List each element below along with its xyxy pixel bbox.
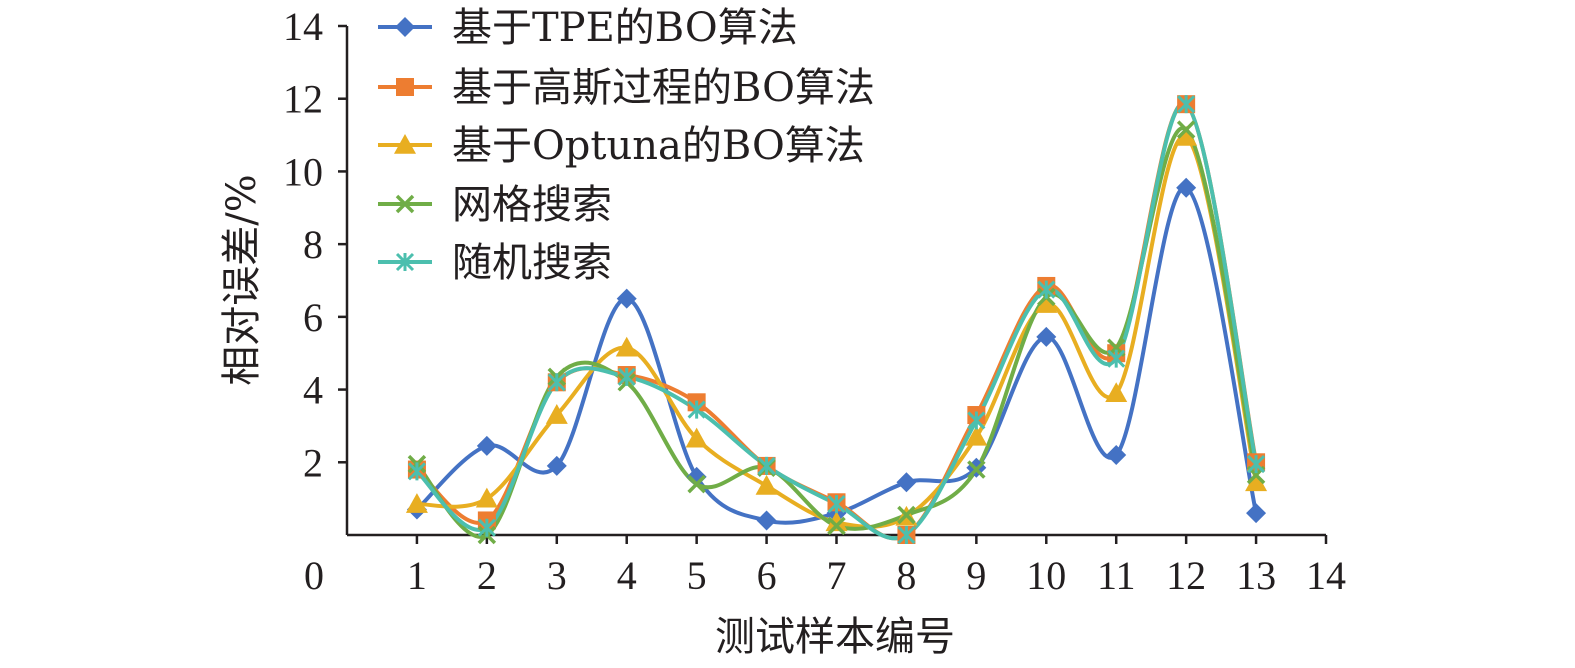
x-tick-label: 8 xyxy=(896,553,916,598)
data-point xyxy=(1246,503,1267,524)
data-point xyxy=(757,456,776,475)
data-point xyxy=(1177,95,1196,114)
legend-label: 基于Optuna的BO算法 xyxy=(452,123,865,169)
legend-item-5: 随机搜索 xyxy=(378,240,612,286)
y-tick-label: 6 xyxy=(303,295,323,340)
data-point xyxy=(897,505,916,525)
x-tick-label: 13 xyxy=(1236,553,1276,598)
data-point xyxy=(755,474,778,495)
series-line-1 xyxy=(414,185,1259,525)
y-tick-label: 2 xyxy=(303,440,323,485)
x-tick-label: 11 xyxy=(1097,553,1136,598)
data-point xyxy=(1175,125,1198,146)
x-tick-label: 12 xyxy=(1166,553,1206,598)
x-tick-label: 2 xyxy=(477,553,497,598)
legend-item-3: 基于Optuna的BO算法 xyxy=(378,123,865,169)
legend-marker xyxy=(394,134,416,154)
data-point xyxy=(1035,293,1058,313)
data-point xyxy=(1036,326,1057,347)
data-point xyxy=(615,336,638,357)
data-point xyxy=(827,516,846,536)
data-point xyxy=(1245,471,1268,492)
data-point xyxy=(545,404,568,424)
data-point xyxy=(1176,120,1196,139)
data-point xyxy=(1176,177,1197,198)
origin-label: 0 xyxy=(304,553,324,598)
legend-item-2: 基于高斯过程的BO算法 xyxy=(378,65,875,111)
data-point xyxy=(897,525,916,545)
x-tick-label: 6 xyxy=(757,553,777,598)
data-point xyxy=(687,474,706,494)
x-tick-label: 4 xyxy=(617,553,637,598)
data-point xyxy=(1037,280,1056,299)
data-point xyxy=(687,400,706,419)
series-points-1 xyxy=(406,177,1267,531)
series-markers xyxy=(405,95,1268,545)
x-tick-label: 14 xyxy=(1306,553,1346,598)
data-point xyxy=(547,373,566,392)
legend-label: 网格搜索 xyxy=(452,182,612,228)
legend: 基于TPE的BO算法基于高斯过程的BO算法基于Optuna的BO算法网格搜索随机… xyxy=(378,5,875,286)
data-point xyxy=(1247,455,1266,474)
y-tick-label: 10 xyxy=(283,149,323,194)
data-point xyxy=(686,466,707,487)
legend-label: 随机搜索 xyxy=(452,240,612,286)
x-tick-label: 3 xyxy=(547,553,567,598)
y-tick-label: 8 xyxy=(303,222,323,267)
data-point xyxy=(405,493,428,513)
data-point xyxy=(616,288,637,309)
data-point xyxy=(967,411,986,430)
y-tick-label: 4 xyxy=(303,368,323,413)
y-tick-label: 14 xyxy=(283,4,323,49)
x-tick-label: 1 xyxy=(407,553,427,598)
x-axis-ticks: 1 2 3 4 5 6 7 8 9 10 11 12 13 14 xyxy=(407,535,1346,598)
y-axis-title: 相对误差/% xyxy=(219,174,265,385)
data-point xyxy=(407,462,426,481)
data-point xyxy=(475,487,498,508)
legend-item-4: 网格搜索 xyxy=(378,182,612,228)
legend-label: 基于TPE的BO算法 xyxy=(452,5,798,51)
legend-label: 基于高斯过程的BO算法 xyxy=(452,65,875,111)
legend-marker xyxy=(396,78,414,96)
series-points-3 xyxy=(405,125,1268,532)
data-point xyxy=(1107,349,1126,368)
x-tick-label: 7 xyxy=(827,553,847,598)
data-point xyxy=(1106,445,1127,466)
legend-marker xyxy=(395,194,415,214)
x-tick-label: 5 xyxy=(687,553,707,598)
x-tick-label: 9 xyxy=(966,553,986,598)
data-point xyxy=(546,455,567,476)
data-point xyxy=(685,427,708,448)
series-points-5 xyxy=(407,95,1266,545)
data-point xyxy=(965,425,988,446)
data-point xyxy=(896,472,917,493)
data-point xyxy=(827,495,846,514)
data-point xyxy=(477,518,496,537)
data-point xyxy=(1105,382,1128,403)
y-axis-ticks: 2 4 6 8 10 12 14 xyxy=(283,4,347,485)
legend-marker xyxy=(395,252,415,272)
data-point xyxy=(825,511,848,532)
legend-item-1: 基于TPE的BO算法 xyxy=(378,5,798,51)
data-point xyxy=(756,510,777,531)
data-point xyxy=(617,367,636,386)
data-point xyxy=(476,435,497,456)
x-tick-label: 10 xyxy=(1026,553,1066,598)
y-tick-label: 12 xyxy=(283,77,323,122)
x-axis-title: 测试样本编号 xyxy=(715,614,955,660)
legend-marker xyxy=(395,17,415,37)
data-point xyxy=(967,460,986,479)
